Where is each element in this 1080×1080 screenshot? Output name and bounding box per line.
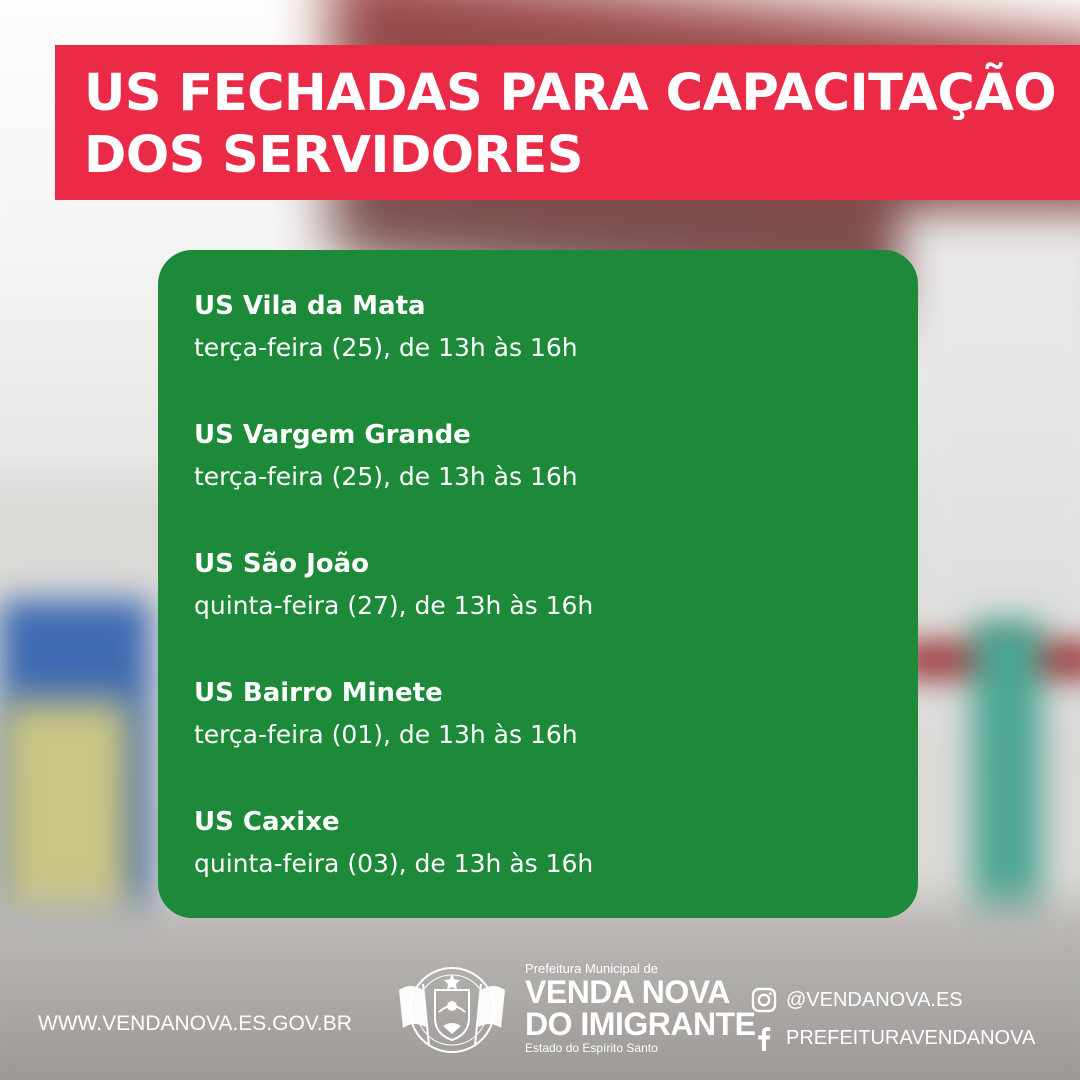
closing-time: quinta-feira (27), de 13h às 16h <box>194 591 594 620</box>
schedule-entry: US São João quinta-feira (27), de 13h às… <box>194 544 888 673</box>
title-line-2: DOS SERVIDORES <box>84 126 584 185</box>
schedule-entry: US Caxixe quinta-feira (03), de 13h às 1… <box>194 802 888 931</box>
closing-time: quinta-feira (03), de 13h às 16h <box>194 849 594 878</box>
unit-name: US Caxixe <box>194 807 340 837</box>
unit-name: US São João <box>194 549 370 579</box>
title-line-1: US FECHADAS PARA CAPACITAÇÃO <box>84 64 1057 123</box>
facebook-handle: PREFEITURAVENDANOVA <box>786 1027 1036 1049</box>
instagram-link[interactable]: @VENDANOVA.ES <box>750 983 1035 1017</box>
closing-time: terça-feira (01), de 13h às 16h <box>194 720 578 749</box>
unit-name: US Vila da Mata <box>194 291 426 321</box>
social-links: @VENDANOVA.ES PREFEITURAVENDANOVA <box>750 983 1035 1059</box>
schedule-entry: US Vargem Grande terça-feira (25), de 13… <box>194 415 888 544</box>
coat-of-arms-logo <box>399 967 505 1053</box>
schedule-entry: US Vila da Mata terça-feira (25), de 13h… <box>194 286 888 415</box>
schedule-card: US Vila da Mata terça-feira (25), de 13h… <box>158 250 918 918</box>
org-line-2: DO IMIGRANTE <box>525 1006 756 1042</box>
unit-name: US Bairro Minete <box>194 678 443 708</box>
instagram-handle: @VENDANOVA.ES <box>786 989 963 1011</box>
org-prefix: Prefeitura Municipal de <box>525 961 658 976</box>
organisation-name: Prefeitura Municipal de VENDA NOVA DO IM… <box>525 961 756 1056</box>
instagram-icon <box>751 987 777 1013</box>
unit-name: US Vargem Grande <box>194 420 471 450</box>
org-state: Estado do Espírito Santo <box>525 1041 658 1055</box>
title-banner: US FECHADAS PARA CAPACITAÇÃO DOS SERVIDO… <box>55 45 1080 200</box>
facebook-link[interactable]: PREFEITURAVENDANOVA <box>750 1021 1035 1055</box>
schedule-entry: US Bairro Minete terça-feira (01), de 13… <box>194 673 888 802</box>
closing-time: terça-feira (25), de 13h às 16h <box>194 333 578 362</box>
facebook-icon <box>758 1027 771 1051</box>
closing-time: terça-feira (25), de 13h às 16h <box>194 462 578 491</box>
org-line-1: VENDA NOVA <box>525 974 730 1010</box>
website-link[interactable]: WWW.VENDANOVA.ES.GOV.BR <box>38 1012 352 1035</box>
